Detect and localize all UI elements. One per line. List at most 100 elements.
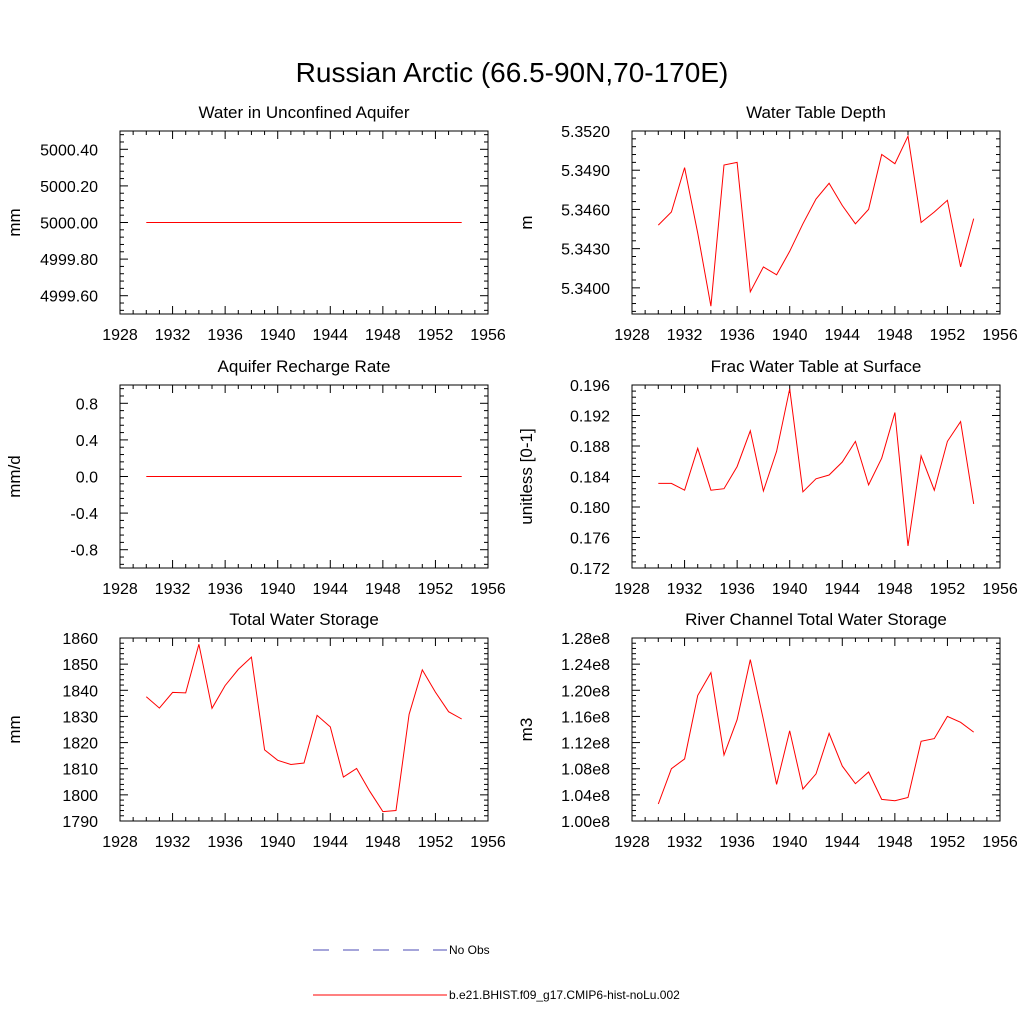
y-tick-label: 1830 xyxy=(62,709,98,726)
chart-panel-4: Frac Water Table at Surface 1928 1932 1936 1… xyxy=(517,357,1018,598)
x-tick-label: 1928 xyxy=(614,327,650,344)
y-tick-label: 5000.20 xyxy=(40,179,98,196)
y-tick-label: 1790 xyxy=(62,814,98,831)
y-tick-label: -0.4 xyxy=(70,506,98,523)
y-tick-label: 0.0 xyxy=(76,470,98,487)
y-tick-label: 1.24e8 xyxy=(561,657,610,674)
y-tick-label: 0.4 xyxy=(76,433,98,450)
series-line-1 xyxy=(145,644,462,813)
chart-title: River Channel Total Water Storage xyxy=(685,610,947,629)
chart-panel-2: Water Table Depth 1928 1932 1936 1940 1944 194… xyxy=(517,103,1018,344)
y-axis-label: m3 xyxy=(517,718,536,742)
chart-panel-5: Total Water Storage 1928 1932 1936 1940 1944 1… xyxy=(5,610,506,851)
x-tick-label: 1944 xyxy=(824,327,860,344)
chart-panel-6: River Channel Total Water Storage 1928 193… xyxy=(517,610,1018,851)
x-tick-label: 1936 xyxy=(719,834,755,851)
y-tick-label: 0.192 xyxy=(570,409,610,426)
x-tick-label: 1940 xyxy=(772,327,808,344)
x-tick-label: 1940 xyxy=(260,581,296,598)
x-tick-label: 1932 xyxy=(667,327,703,344)
plot-frame xyxy=(631,130,1001,315)
x-tick-label: 1940 xyxy=(772,581,808,598)
x-tick-label: 1952 xyxy=(930,327,966,344)
x-tick-label: 1948 xyxy=(877,327,913,344)
plot-frame xyxy=(631,637,1001,822)
y-tick-label: 1860 xyxy=(62,631,98,648)
plot-frame xyxy=(119,637,489,822)
x-tick-label: 1940 xyxy=(260,834,296,851)
y-tick-label: 1.20e8 xyxy=(561,683,610,700)
x-tick-label: 1944 xyxy=(312,581,348,598)
y-tick-label: 1.00e8 xyxy=(561,814,610,831)
y-tick-label: 5.3520 xyxy=(561,124,610,141)
x-tick-label: 1932 xyxy=(667,581,703,598)
x-tick-label: 1948 xyxy=(365,327,401,344)
x-tick-label: 1952 xyxy=(930,581,966,598)
y-tick-label: 5.3400 xyxy=(561,281,610,298)
chart-title: Total Water Storage xyxy=(229,610,379,629)
y-tick-label: 0.172 xyxy=(570,561,610,578)
x-tick-label: 1928 xyxy=(102,327,138,344)
y-tick-label: 0.180 xyxy=(570,500,610,517)
chart-title: Water in Unconfined Aquifer xyxy=(198,103,409,122)
y-axis-label: mm/d xyxy=(5,455,24,498)
x-tick-label: 1952 xyxy=(418,834,454,851)
x-tick-label: 1928 xyxy=(102,581,138,598)
x-tick-label: 1952 xyxy=(418,327,454,344)
x-tick-label: 1956 xyxy=(470,581,506,598)
y-tick-label: 1800 xyxy=(62,788,98,805)
y-tick-label: 5.3490 xyxy=(561,163,610,180)
y-tick-label: 5.3430 xyxy=(561,242,610,259)
x-tick-label: 1936 xyxy=(719,327,755,344)
legend-model-label: b.e21.BHIST.f09_g17.CMIP6-hist-noLu.002 xyxy=(449,988,680,1002)
y-tick-label: 4999.80 xyxy=(40,252,98,269)
y-axis-label: mm xyxy=(5,208,24,236)
legend: No Obs b.e21.BHIST.f09_g17.CMIP6-hist-no… xyxy=(313,943,680,1002)
y-tick-label: 0.8 xyxy=(76,396,98,413)
plot-frame xyxy=(631,384,1001,569)
x-tick-label: 1956 xyxy=(982,834,1018,851)
y-tick-label: 4999.60 xyxy=(40,289,98,306)
y-tick-label: 0.184 xyxy=(570,470,610,487)
y-tick-label: 1850 xyxy=(62,657,98,674)
y-tick-label: 0.196 xyxy=(570,378,610,395)
y-tick-label: 1840 xyxy=(62,683,98,700)
y-tick-label: 1.28e8 xyxy=(561,631,610,648)
y-tick-label: 0.176 xyxy=(570,531,610,548)
series-line-1 xyxy=(657,134,975,307)
chart-title: Water Table Depth xyxy=(746,103,886,122)
x-tick-label: 1956 xyxy=(982,581,1018,598)
chart-panel-1: Water in Unconfined Aquifer 1928 1932 1936 1… xyxy=(5,103,506,344)
x-tick-label: 1936 xyxy=(207,327,243,344)
x-tick-label: 1956 xyxy=(470,834,506,851)
x-tick-label: 1948 xyxy=(877,581,913,598)
y-tick-label: 1.08e8 xyxy=(561,762,610,779)
x-tick-label: 1944 xyxy=(312,834,348,851)
x-tick-label: 1932 xyxy=(155,834,191,851)
x-tick-label: 1932 xyxy=(155,581,191,598)
x-tick-label: 1956 xyxy=(982,327,1018,344)
x-tick-label: 1936 xyxy=(719,581,755,598)
y-tick-label: 5.3460 xyxy=(561,202,610,219)
figure-title: Russian Arctic (66.5-90N,70-170E) xyxy=(296,57,729,88)
x-tick-label: 1940 xyxy=(260,327,296,344)
x-tick-label: 1928 xyxy=(614,834,650,851)
legend-no-obs-label: No Obs xyxy=(449,943,490,957)
x-tick-label: 1944 xyxy=(824,581,860,598)
x-tick-label: 1936 xyxy=(207,581,243,598)
y-tick-label: -0.8 xyxy=(70,543,98,560)
x-tick-label: 1944 xyxy=(824,834,860,851)
y-tick-label: 1820 xyxy=(62,736,98,753)
x-tick-label: 1944 xyxy=(312,327,348,344)
y-axis-label: mm xyxy=(5,715,24,743)
y-axis-label: unitless [0-1] xyxy=(517,428,536,524)
series-line-1 xyxy=(658,388,975,546)
y-axis-label: m xyxy=(517,215,536,229)
x-tick-label: 1932 xyxy=(667,834,703,851)
y-tick-label: 1.16e8 xyxy=(561,709,610,726)
x-tick-label: 1928 xyxy=(614,581,650,598)
y-tick-label: 1.12e8 xyxy=(561,736,610,753)
x-tick-label: 1952 xyxy=(930,834,966,851)
y-tick-label: 1810 xyxy=(62,762,98,779)
